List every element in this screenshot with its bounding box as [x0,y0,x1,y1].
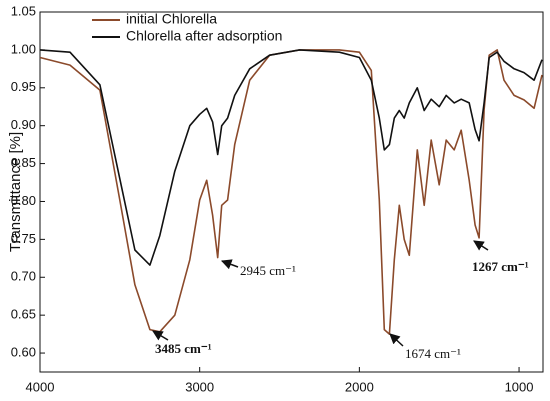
annotation: 2945 cm⁻¹ [240,263,296,278]
y-tick-label: 0.80 [11,193,36,208]
annotation: 1267 cm⁻¹ [472,259,529,274]
y-tick-label: 0.95 [11,79,36,94]
annotation: 1674 cm⁻¹ [405,346,461,361]
plot-frame [39,11,544,373]
y-tick-label: 0.70 [11,269,36,284]
y-tick-label: 1.05 [11,3,36,18]
annotation-arrow [389,333,404,347]
y-axis-title: Transmittance [%] [7,132,24,252]
x-tick-label: 3000 [185,379,214,394]
y-tick-label: 0.65 [11,307,36,322]
annotation-arrow [221,259,239,270]
y-tick-label: 0.85 [11,155,36,170]
x-tick-label: 4000 [26,379,55,394]
y-tick-label: 1.00 [11,41,36,56]
y-tick-label: 0.75 [11,231,36,246]
annotation-arrow [473,240,489,251]
series-line [39,49,543,266]
legend-label: initial Chlorella [126,11,217,27]
annotation: 3485 cm⁻¹ [155,341,212,356]
y-tick-label: 0.90 [11,117,36,132]
series-line [39,49,543,335]
x-tick-label: 2000 [345,379,374,394]
y-tick-label: 0.60 [11,344,36,359]
annotation-arrow [152,330,169,341]
legend-label: Chlorella after adsorption [126,28,282,44]
x-tick-label: 1000 [505,379,534,394]
